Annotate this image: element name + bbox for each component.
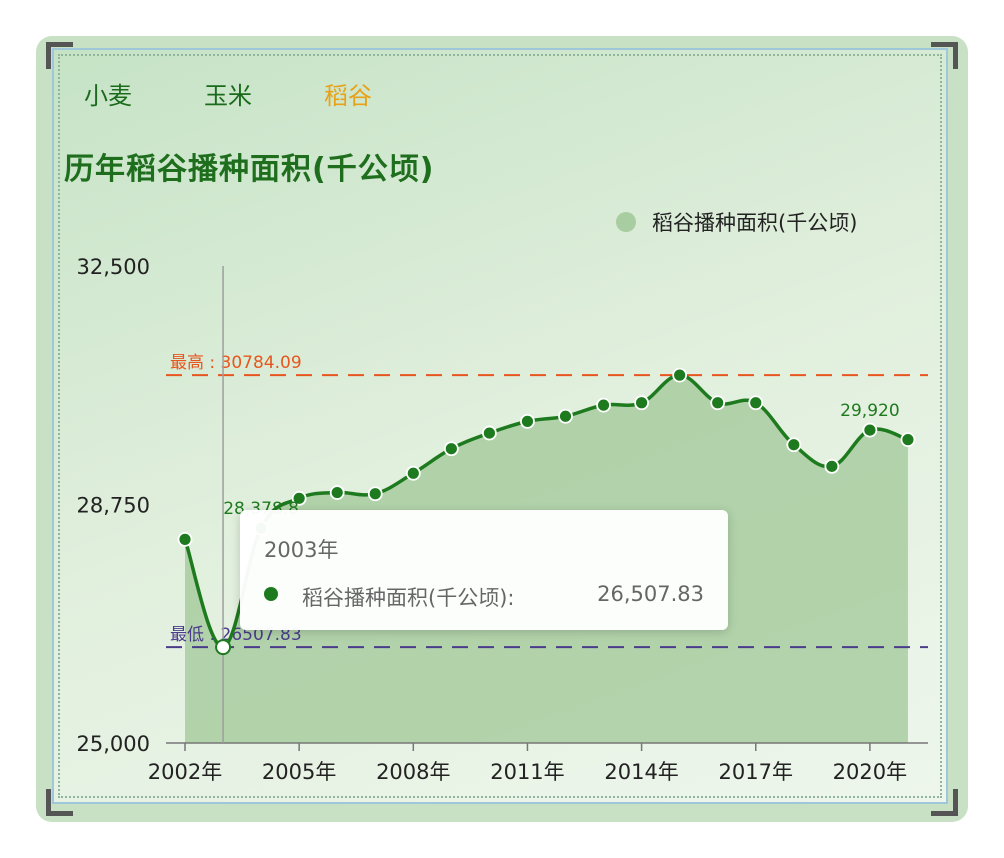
corner-bracket-top-left (46, 42, 73, 69)
corner-bracket-top-right (931, 42, 958, 69)
y-tick-label: 32,500 (77, 255, 150, 279)
x-tick-label: 2002年 (148, 760, 222, 784)
data-point (215, 639, 232, 656)
data-point (862, 422, 878, 438)
crop-tabs: 小麦 玉米 稻谷 (84, 76, 444, 111)
min-mark-label: 最低 : 26507.83 (170, 625, 302, 645)
tooltip: 2003年 稻谷播种面积(千公顷): 26,507.83 (240, 510, 728, 630)
tab-rice[interactable]: 稻谷 (324, 82, 372, 110)
corner-bracket-bottom-right (931, 789, 958, 816)
data-point (786, 437, 802, 453)
x-tick-label: 2008年 (376, 760, 450, 784)
tab-wheat[interactable]: 小麦 (84, 82, 132, 110)
data-point (405, 465, 421, 481)
legend-marker-icon (616, 212, 636, 232)
chart-title: 历年稻谷播种面积(千公顷) (64, 152, 435, 187)
x-tick-label: 2011年 (490, 760, 564, 784)
x-tick-label: 2020年 (833, 760, 907, 784)
x-tick-label: 2005年 (262, 760, 336, 784)
data-point (367, 486, 383, 502)
data-point (596, 397, 611, 413)
data-point (634, 395, 649, 411)
legend-label: 稻谷播种面积(千公顷) (652, 211, 857, 235)
tooltip-series-dot-icon (264, 587, 278, 601)
max-mark-label: 最高 : 30784.09 (170, 353, 302, 373)
data-point (481, 425, 497, 441)
data-point (900, 432, 916, 448)
x-tick-label: 2014年 (604, 760, 678, 784)
y-tick-label: 25,000 (77, 732, 150, 756)
tooltip-value: 26,507.83 (597, 582, 704, 606)
corner-bracket-bottom-left (46, 789, 73, 816)
data-point (329, 485, 345, 500)
tab-corn[interactable]: 玉米 (204, 82, 252, 110)
data-label: 29,920 (840, 401, 899, 421)
tooltip-series-name: 稻谷播种面积(千公顷): (302, 586, 515, 610)
data-point (748, 395, 764, 411)
data-point (443, 441, 459, 457)
y-tick-label: 28,750 (77, 494, 150, 518)
data-point (710, 395, 726, 411)
x-tick-label: 2017年 (719, 760, 793, 784)
data-point (291, 490, 307, 506)
data-point (824, 458, 840, 474)
data-point (520, 413, 535, 429)
data-point (672, 367, 688, 383)
data-point (177, 531, 193, 547)
tooltip-title: 2003年 (264, 538, 339, 562)
data-point (558, 408, 573, 424)
